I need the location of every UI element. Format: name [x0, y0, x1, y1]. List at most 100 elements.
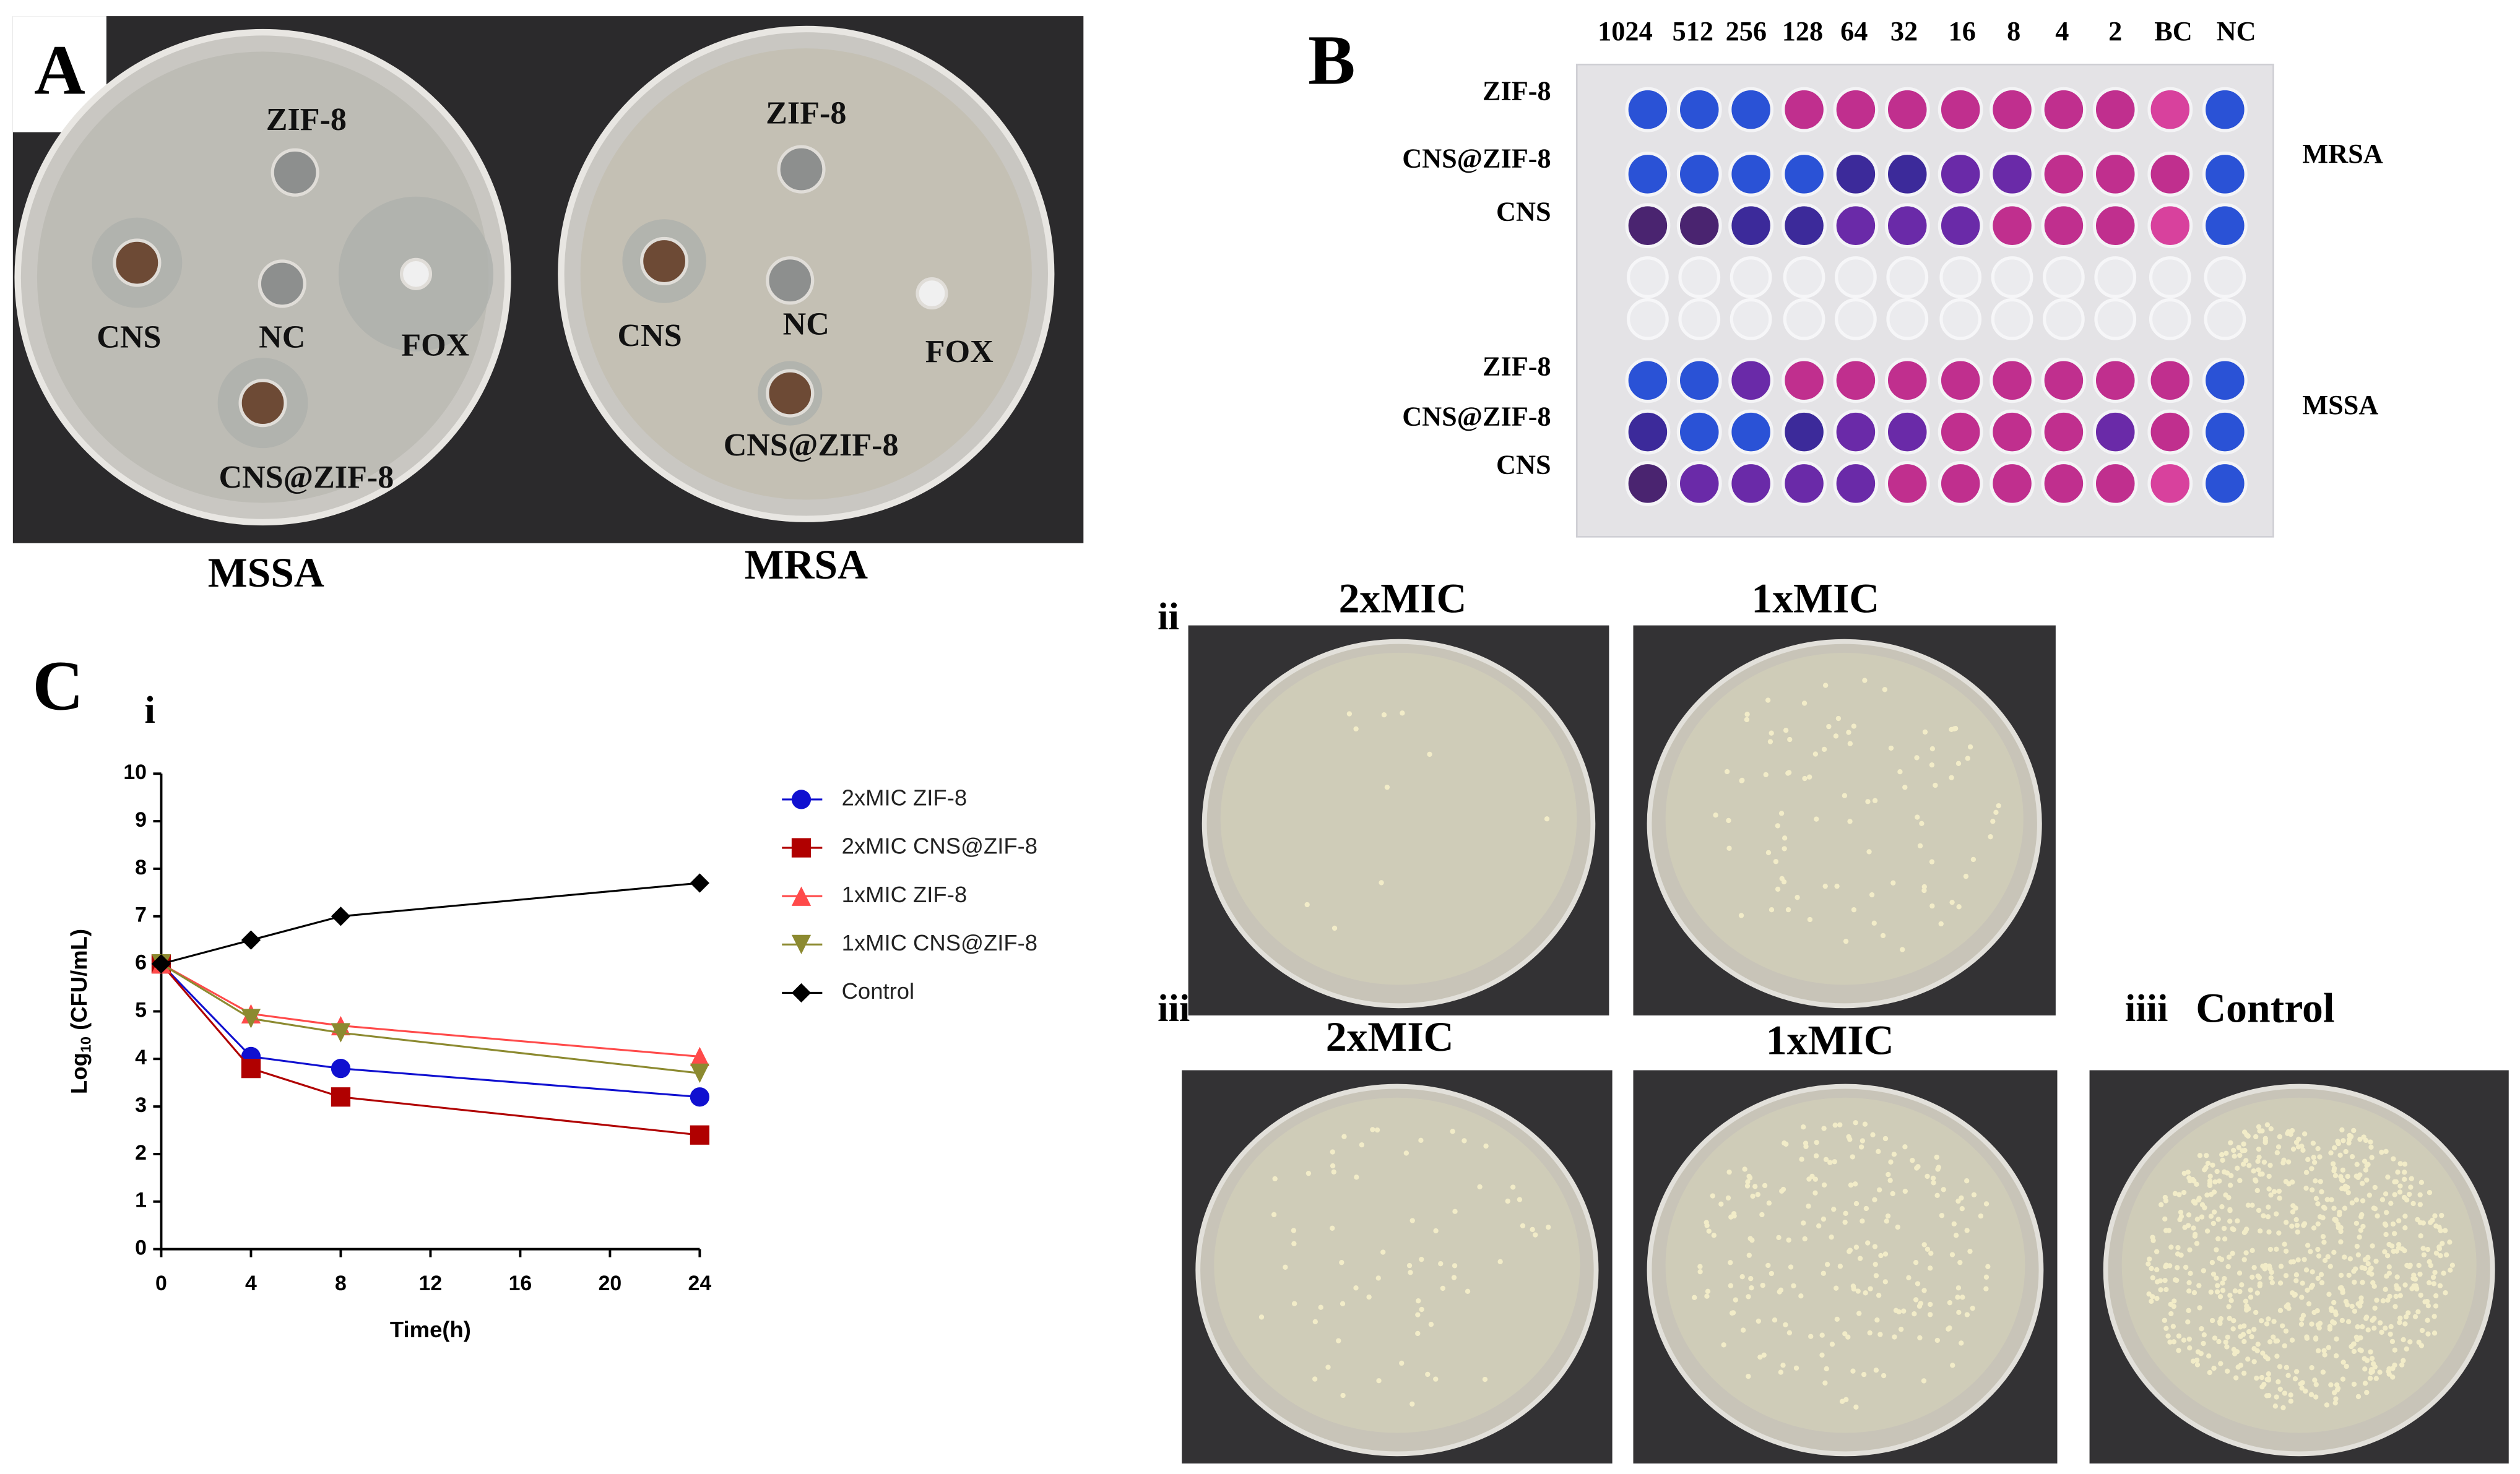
- colony: [2332, 1217, 2337, 1222]
- colony: [1853, 1120, 1858, 1126]
- colony: [2212, 1179, 2218, 1185]
- colony: [2333, 1353, 2339, 1359]
- colony: [2394, 1286, 2400, 1291]
- well: [2202, 358, 2248, 403]
- colony: [2276, 1230, 2282, 1236]
- colony: [2402, 1162, 2408, 1167]
- colony: [2345, 1319, 2352, 1325]
- data-line: [160, 963, 700, 1074]
- well-label: ZIF-8: [266, 102, 347, 137]
- colony: [1330, 1163, 1336, 1169]
- colony: [2397, 1319, 2402, 1325]
- colony: [2360, 1223, 2366, 1230]
- colony: [2181, 1189, 2187, 1196]
- colony: [1713, 812, 1718, 818]
- colony: [1890, 1191, 1895, 1197]
- colony: [1766, 1200, 1772, 1206]
- colony: [1747, 1236, 1753, 1241]
- colony: [1786, 1330, 1793, 1335]
- colony: [2338, 1174, 2344, 1179]
- x-tick-label: 0: [155, 1272, 167, 1295]
- colony: [2210, 1162, 2215, 1168]
- colony: [2198, 1351, 2204, 1356]
- colony: [2258, 1228, 2263, 1234]
- colony: [1782, 846, 1787, 851]
- well: [1625, 151, 1671, 197]
- colony: [2315, 1275, 2321, 1282]
- colony: [1803, 1140, 1809, 1146]
- colony: [2214, 1289, 2220, 1295]
- colony: [1530, 1226, 1535, 1233]
- colony: [1873, 1273, 1879, 1278]
- colony: [2394, 1274, 2400, 1280]
- colony: [2391, 1248, 2396, 1254]
- colony: [2243, 1158, 2249, 1163]
- colony: [1808, 1334, 1814, 1339]
- colony: [2193, 1231, 2198, 1237]
- colony: [2357, 1235, 2362, 1240]
- colony: [2268, 1275, 2274, 1281]
- well: [1833, 151, 1879, 197]
- colony: [2262, 1140, 2268, 1145]
- colony: [1921, 1288, 1927, 1293]
- colony: [2386, 1369, 2391, 1374]
- well: [1938, 87, 1983, 132]
- x-tick-label: 8: [335, 1272, 347, 1295]
- colony: [2320, 1234, 2326, 1239]
- colony: [2379, 1329, 2384, 1335]
- well: [2041, 460, 2087, 506]
- colony: [1860, 1138, 1866, 1144]
- colony: [2264, 1122, 2271, 1127]
- colony: [2209, 1191, 2214, 1197]
- colony: [2253, 1134, 2259, 1140]
- colony: [2357, 1347, 2363, 1353]
- plate-title: 1xMIC: [1751, 575, 1879, 622]
- empty-well: [1886, 298, 1929, 340]
- colony: [2254, 1187, 2260, 1194]
- colony: [1913, 1260, 1919, 1265]
- colony: [1745, 1179, 1751, 1185]
- colony: [1880, 933, 1886, 939]
- colony: [1914, 755, 1920, 761]
- colony: [1380, 1249, 1386, 1255]
- colony: [2257, 1128, 2262, 1134]
- colony: [1533, 1232, 1538, 1238]
- colony: [2281, 1157, 2287, 1163]
- colony: [2290, 1290, 2295, 1296]
- marker: [241, 930, 261, 950]
- colony: [1330, 1149, 1335, 1155]
- colony: [2246, 1329, 2252, 1335]
- colony: [1917, 1335, 1923, 1341]
- colony: [1433, 1376, 1439, 1382]
- colony: [2162, 1317, 2168, 1323]
- colony: [2317, 1214, 2323, 1220]
- colony: [2293, 1217, 2299, 1223]
- colony: [2351, 1348, 2357, 1355]
- colony: [2397, 1316, 2403, 1321]
- colony: [2372, 1206, 2378, 1212]
- colony: [1793, 1365, 1799, 1371]
- colony: [2167, 1339, 2173, 1345]
- colony: [2340, 1167, 2346, 1173]
- colony: [2218, 1361, 2223, 1366]
- colony: [2362, 1265, 2368, 1272]
- colony: [1755, 1192, 1760, 1197]
- colony: [1776, 1235, 1782, 1241]
- colony: [2256, 1167, 2261, 1173]
- colony: [1918, 1301, 1923, 1306]
- empty-well: [2043, 256, 2085, 298]
- colony: [2382, 1249, 2388, 1255]
- colony: [1919, 821, 1925, 826]
- colony: [2236, 1145, 2241, 1150]
- colony: [2308, 1392, 2314, 1397]
- colony: [2383, 1149, 2389, 1154]
- colony: [1726, 1169, 1732, 1175]
- colony: [1867, 1330, 1873, 1336]
- well: [2202, 203, 2248, 249]
- colony: [2362, 1158, 2368, 1164]
- colony: [1842, 1331, 1848, 1337]
- colony: [2154, 1267, 2160, 1273]
- colony: [2392, 1304, 2398, 1309]
- colony: [2227, 1183, 2233, 1188]
- colony: [1705, 1288, 1711, 1294]
